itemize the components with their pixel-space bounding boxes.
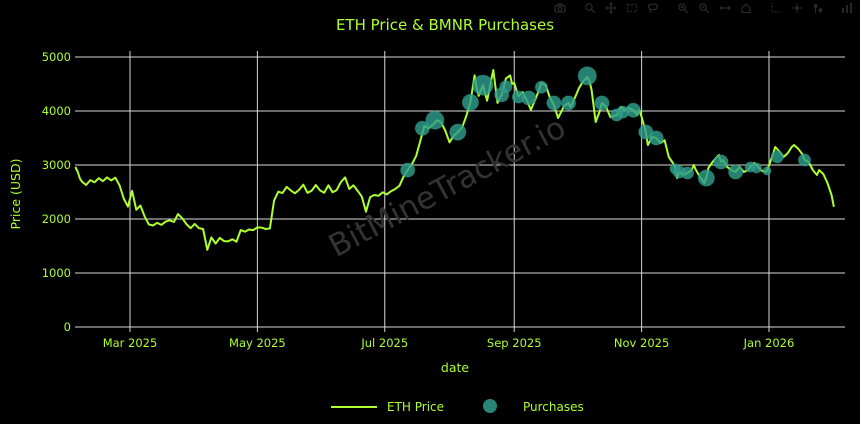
y-axis-title: Price (USD)	[8, 159, 23, 230]
y-tick-label: 2000	[42, 212, 71, 226]
purchase-marker[interactable]	[461, 93, 479, 111]
purchase-marker[interactable]	[414, 120, 430, 136]
y-tick-label: 5000	[42, 50, 71, 64]
hover-closest-icon[interactable]	[786, 1, 807, 14]
autoscale-icon[interactable]	[714, 1, 735, 14]
plotly-logo-icon[interactable]	[837, 1, 858, 14]
legend-item-purchases[interactable]: Purchases	[483, 399, 584, 414]
purchase-marker[interactable]	[625, 102, 641, 118]
x-tick-label: May 2025	[229, 336, 286, 350]
purchase-marker[interactable]	[449, 123, 467, 141]
purchase-marker[interactable]	[561, 95, 576, 111]
y-tick-label: 1000	[42, 266, 71, 280]
x-tick-label: Nov 2025	[614, 336, 669, 350]
purchase-marker[interactable]	[697, 169, 715, 187]
purchase-marker[interactable]	[728, 164, 744, 180]
purchase-marker[interactable]	[425, 110, 445, 130]
hover-compare-icon[interactable]	[807, 1, 828, 14]
y-tick-label: 4000	[42, 104, 71, 118]
purchase-marker[interactable]	[400, 162, 416, 178]
x-tick-label: Jul 2025	[360, 336, 408, 350]
purchase-marker[interactable]	[770, 150, 784, 164]
purchase-marker[interactable]	[751, 162, 762, 174]
x-axis-title: date	[441, 360, 469, 375]
purchase-marker[interactable]	[577, 66, 597, 86]
purchase-marker[interactable]	[713, 154, 729, 170]
watermark: BitMineTracker.io	[323, 110, 572, 265]
purchase-marker[interactable]	[762, 166, 772, 176]
zoom-icon[interactable]	[579, 1, 600, 14]
zoom-in-icon[interactable]	[672, 1, 693, 14]
toggle-spikelines-icon[interactable]	[765, 1, 786, 14]
x-tick-label: Mar 2025	[103, 336, 158, 350]
purchase-marker[interactable]	[594, 95, 610, 111]
y-tick-label: 0	[64, 320, 71, 334]
purchase-marker[interactable]	[648, 130, 664, 146]
lasso-select-icon[interactable]	[642, 1, 663, 14]
legend-label-purchases: Purchases	[523, 400, 584, 414]
zoom-out-icon[interactable]	[693, 1, 714, 14]
purchase-marker[interactable]	[798, 153, 811, 167]
pan-icon[interactable]	[600, 1, 621, 14]
x-tick-label: Jan 2026	[743, 336, 795, 350]
reset-axes-icon[interactable]	[735, 1, 756, 14]
purchase-marker[interactable]	[546, 95, 562, 111]
purchase-marker[interactable]	[472, 74, 494, 96]
x-tick-label: Sep 2025	[487, 336, 542, 350]
box-select-icon[interactable]	[621, 1, 642, 14]
purchase-marker[interactable]	[534, 80, 548, 94]
camera-icon[interactable]	[549, 1, 570, 14]
chart-title: ETH Price & BMNR Purchases	[336, 16, 554, 34]
legend-marker-sample	[483, 399, 497, 413]
legend-item-eth-price[interactable]: ETH Price	[331, 400, 444, 414]
legend: ETH Price Purchases	[331, 399, 584, 414]
purchase-marker[interactable]	[681, 166, 694, 180]
y-tick-label: 3000	[42, 158, 71, 172]
legend-label-eth-price: ETH Price	[387, 400, 444, 414]
modebar	[540, 1, 858, 14]
purchase-marker[interactable]	[521, 90, 537, 106]
purchase-marker[interactable]	[499, 80, 513, 94]
